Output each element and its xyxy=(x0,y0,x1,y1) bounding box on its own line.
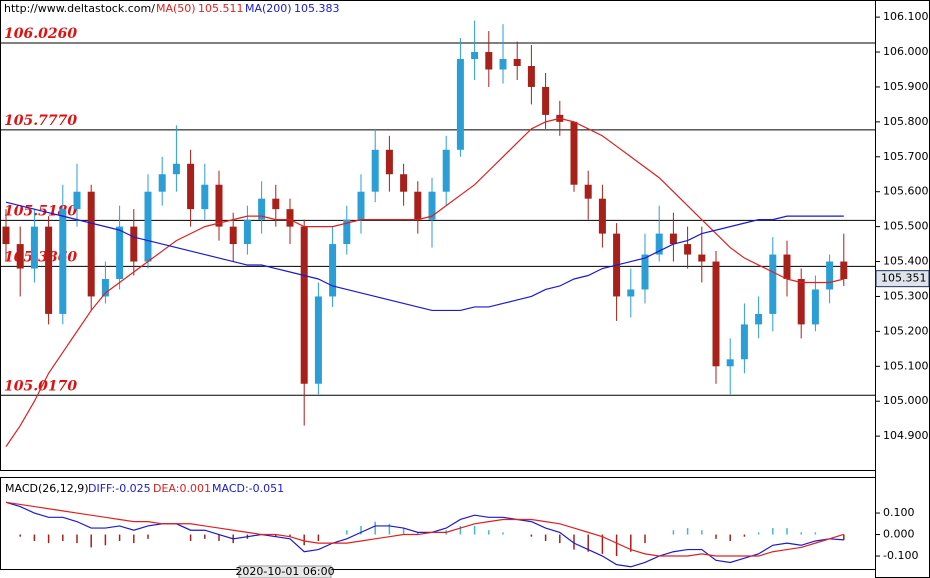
candle-body xyxy=(627,289,635,297)
candle-body xyxy=(840,261,848,279)
candle-body xyxy=(542,86,550,115)
y-tick-label: 105.100 xyxy=(883,359,929,372)
candle-body xyxy=(698,254,706,262)
x-label: 2020-10-01 06:00 xyxy=(235,565,334,578)
legend-value: 105.383 xyxy=(294,2,340,15)
level-label: 105.0170 xyxy=(4,378,77,394)
candle-body xyxy=(641,254,649,290)
y-tick-label: 105.900 xyxy=(883,80,929,93)
candle-body xyxy=(783,254,791,279)
legend-entry: MA(200) xyxy=(245,2,292,15)
candle-body xyxy=(73,191,81,210)
candle-body xyxy=(300,226,308,384)
candle-body xyxy=(286,209,294,227)
y-tick-label: 105.300 xyxy=(883,289,929,302)
y-tick-label: 0.100 xyxy=(883,506,915,519)
candle-body xyxy=(371,149,379,192)
candle-body xyxy=(258,198,266,220)
candle-body xyxy=(769,254,777,314)
candle-body xyxy=(513,59,521,66)
line xyxy=(5,501,844,557)
source-url: http://www.deltastock.com/ xyxy=(4,2,155,15)
legend-entry: DIFF:-0.025 xyxy=(88,482,151,495)
candle-body xyxy=(116,226,124,279)
candle-body xyxy=(59,209,67,314)
y-tick-label: 105.200 xyxy=(883,324,929,337)
candle-body xyxy=(598,198,606,234)
level-label: 106.0260 xyxy=(4,26,77,42)
level-label: 105.3860 xyxy=(4,249,77,265)
candle-body xyxy=(172,163,180,175)
candle-body xyxy=(826,261,834,290)
candle-body xyxy=(30,226,38,269)
y-tick-label: 0.000 xyxy=(883,528,915,541)
line xyxy=(5,117,844,447)
macd-title: MACD(26,12,9) xyxy=(5,482,89,495)
y-tick-label: 106.100 xyxy=(883,10,929,23)
y-tick-label: 106.000 xyxy=(883,45,929,58)
candle-body xyxy=(428,191,436,220)
candle-body xyxy=(456,59,464,150)
y-tick-label: 105.700 xyxy=(883,150,929,163)
candle-body xyxy=(755,313,763,325)
last-price-label: 105.351 xyxy=(881,272,927,285)
candle-body xyxy=(16,244,24,269)
candle-body xyxy=(215,184,223,227)
legend-entry: MA(50) xyxy=(156,2,196,15)
candle-body xyxy=(272,198,280,210)
candle-body xyxy=(130,226,138,262)
legend-entry: MACD:-0.051 xyxy=(212,482,284,495)
legend-entry: DEA:0.001 xyxy=(153,482,211,495)
y-tick-label: 105.500 xyxy=(883,220,929,233)
candle-body xyxy=(527,65,535,87)
candle-body xyxy=(343,219,351,245)
y-tick-label: 105.000 xyxy=(883,394,929,407)
candle-body xyxy=(229,226,237,245)
candle-body xyxy=(329,244,337,297)
legend-value: 105.511 xyxy=(198,2,244,15)
candle-body xyxy=(485,52,493,70)
candle-body xyxy=(158,174,166,192)
line xyxy=(5,501,844,568)
candle-body xyxy=(584,184,592,199)
candle-body xyxy=(87,191,95,297)
y-tick-label: -0.100 xyxy=(883,549,918,562)
x-label-box xyxy=(238,565,332,578)
candle-body xyxy=(400,174,408,192)
y-tick-label: 105.800 xyxy=(883,115,929,128)
candle-body xyxy=(570,121,578,185)
candle-body xyxy=(314,296,322,384)
candle-body xyxy=(101,278,109,297)
candle-body xyxy=(655,233,663,255)
candle-body xyxy=(740,324,748,360)
y-tick-label: 104.900 xyxy=(883,429,929,442)
level-label: 105.7770 xyxy=(4,113,77,129)
candle-body xyxy=(712,261,720,367)
candle-body xyxy=(726,359,734,367)
candle-body xyxy=(684,244,692,255)
y-tick-label: 105.600 xyxy=(883,185,929,198)
candle-body xyxy=(499,59,507,70)
candle-body xyxy=(357,191,365,220)
candle-body xyxy=(243,219,251,245)
candle-body xyxy=(414,191,422,220)
candle-body xyxy=(385,149,393,175)
candle-body xyxy=(144,191,152,262)
candle-body xyxy=(471,52,479,60)
candle-body xyxy=(669,233,677,245)
candle-body xyxy=(201,184,209,210)
candle-body xyxy=(797,278,805,325)
candle-body xyxy=(187,163,195,210)
candle-body xyxy=(2,226,10,245)
candle-body xyxy=(811,289,819,325)
candle-body xyxy=(442,149,450,192)
legend: http://www.deltastock.com/ MA(50) 105.51… xyxy=(4,2,340,495)
last-price-box xyxy=(875,270,930,288)
y-tick-label: 105.400 xyxy=(883,255,929,268)
candle-body xyxy=(45,226,53,314)
line xyxy=(5,201,844,312)
